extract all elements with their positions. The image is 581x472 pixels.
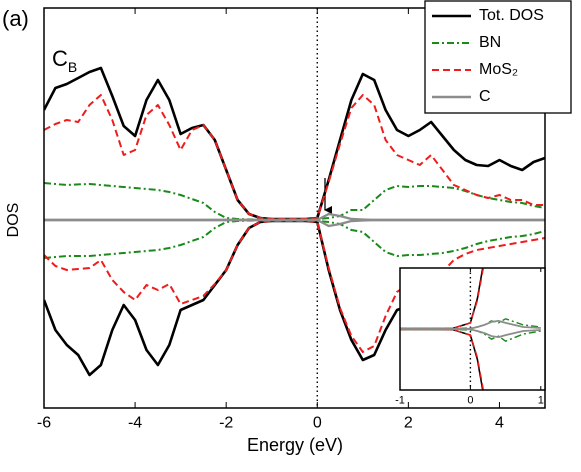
x-tick-label: -1	[395, 394, 405, 406]
series-line	[44, 218, 545, 228]
annotation-subscript: B	[68, 59, 77, 75]
x-tick-label: -2	[219, 414, 233, 431]
x-tick-label: 2	[404, 414, 413, 431]
y-axis-title: DOS	[5, 203, 22, 238]
panel-label: (a)	[2, 6, 29, 31]
legend-label: C	[479, 88, 491, 105]
annotation: CB	[52, 46, 77, 75]
annotation-text: C	[52, 46, 68, 71]
x-axis-title: Energy (eV)	[247, 435, 343, 455]
x-tick-label: 0	[467, 394, 473, 406]
plot-frame	[399, 267, 546, 391]
legend-label: Tot. DOS	[479, 7, 544, 24]
series-line	[44, 220, 545, 353]
x-tick-label: -4	[128, 414, 142, 431]
legend-label: BN	[479, 34, 501, 51]
x-tick-label: -6	[37, 414, 51, 431]
x-tick-label: 1	[538, 394, 544, 406]
legend-box	[424, 0, 572, 114]
x-tick-label: 4	[495, 414, 504, 431]
plot-area	[400, 268, 541, 390]
plot-frame	[43, 7, 546, 409]
plot-area	[44, 8, 545, 408]
series-line	[400, 328, 541, 338]
series-line	[400, 268, 485, 330]
x-tick-label: 0	[313, 414, 322, 431]
legend-label: MoS₂	[479, 61, 518, 78]
series-line	[400, 328, 485, 390]
